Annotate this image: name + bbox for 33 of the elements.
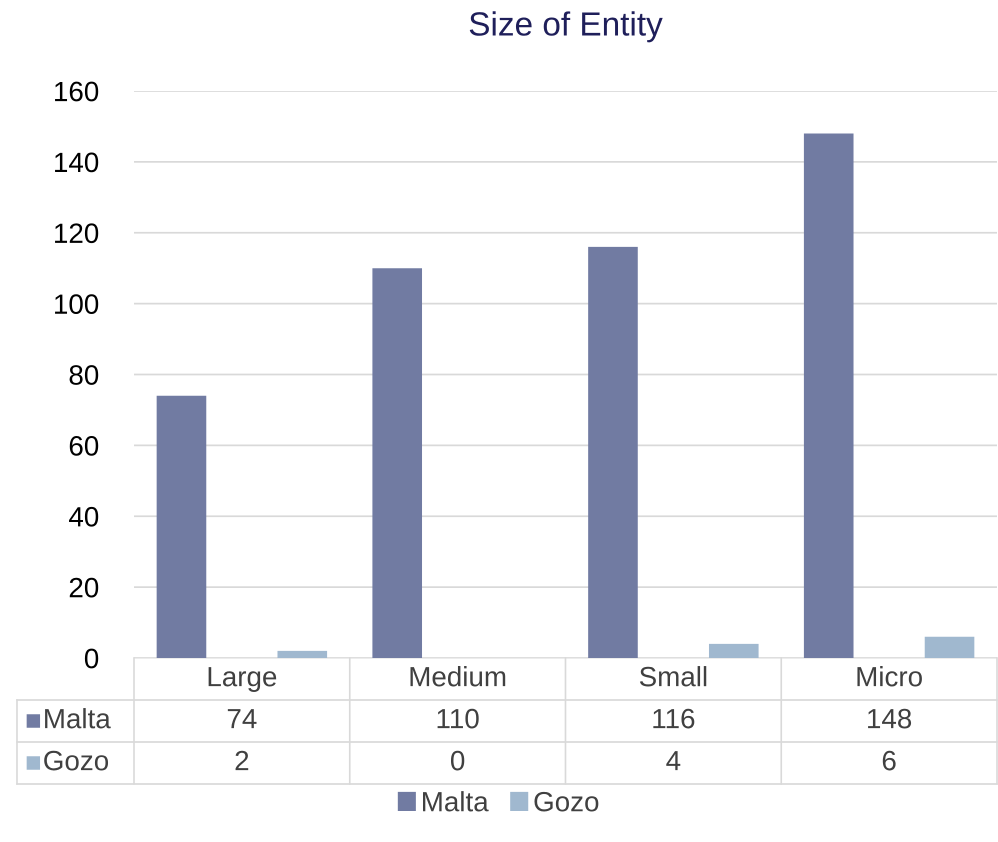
text: Gozo (44, 750, 108, 770)
legend-label: Malta (45, 708, 111, 728)
chart-title: Size of Entity (470, 11, 663, 42)
data-label: 74 (228, 709, 257, 728)
data-label: 6 (882, 750, 896, 770)
y-tick-label: 40 (69, 506, 98, 527)
bar (924, 636, 974, 658)
data-label: 4 (666, 751, 680, 770)
y-tick-label: 160 (55, 82, 98, 102)
text: Malta (423, 791, 489, 812)
y-tick-label: 80 (70, 365, 98, 385)
y-tick-label: 0 (84, 648, 98, 668)
y-tick-label: 100 (55, 294, 98, 314)
data-label: 116 (653, 708, 694, 728)
data-label: 148 (868, 708, 912, 728)
y-tick-label: 60 (70, 436, 98, 456)
data-label: 110 (438, 708, 479, 728)
bar (156, 396, 206, 658)
data-label: 2 (236, 750, 248, 770)
y-tick-label: 120 (55, 223, 98, 244)
bar (708, 644, 759, 658)
legend-label: Gozo (534, 792, 598, 812)
x-tick-label: Large (208, 667, 276, 692)
x-tick-label: Micro (857, 666, 922, 686)
bar (372, 268, 422, 658)
bar (804, 134, 854, 658)
data-label: 0 (450, 750, 464, 770)
x-tick-label: Medium (410, 666, 506, 686)
y-tick-label: 20 (70, 578, 98, 598)
y-tick-label: 140 (55, 152, 98, 172)
x-tick-label: Small (640, 666, 706, 686)
bar (588, 246, 638, 658)
bar (277, 650, 328, 658)
